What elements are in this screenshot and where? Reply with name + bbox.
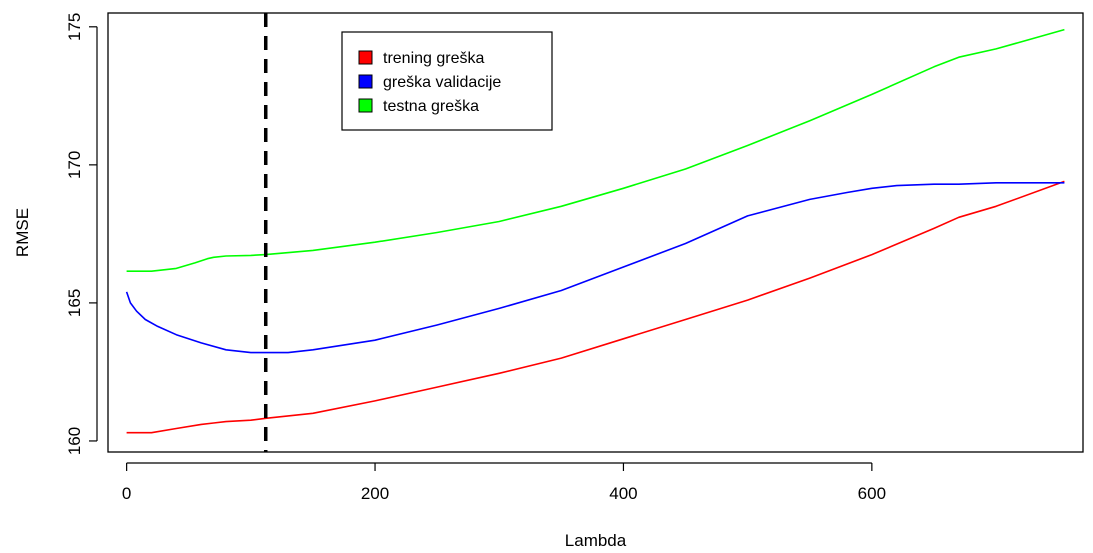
- series-layer: [125, 28, 1065, 434]
- y-tick-label: 165: [65, 289, 84, 317]
- series-line-1: [126, 180, 1065, 434]
- legend-swatch: [358, 98, 373, 113]
- x-tick-label: 600: [858, 484, 886, 503]
- legend-swatch: [358, 74, 373, 89]
- legend-label: trening greška: [383, 50, 484, 67]
- legend-items: trening greška greška validacije testna gr…: [358, 50, 501, 115]
- x-axis-title: Lambda: [565, 531, 627, 550]
- legend-box: [341, 31, 553, 131]
- x-axis: 0 200 400 600: [122, 462, 886, 503]
- x-tick-label: 0: [122, 484, 131, 503]
- legend-swatch: [358, 50, 373, 65]
- legend: trening greška greška validacije testna gr…: [341, 31, 553, 131]
- x-tick-label: 400: [609, 484, 637, 503]
- series-line-3: [126, 28, 1065, 273]
- legend-label: greška validacije: [383, 74, 501, 91]
- x-tick-label: 200: [361, 484, 389, 503]
- y-axis-title: RMSE: [13, 208, 32, 257]
- series-line-2: [125, 182, 1065, 354]
- y-axis: 160 165 170 175: [65, 13, 98, 455]
- plot-frame: [107, 12, 1084, 453]
- y-tick-label: 175: [65, 13, 84, 41]
- legend-label: testna greška: [383, 98, 479, 115]
- y-tick-label: 170: [65, 151, 84, 179]
- y-tick-label: 160: [65, 427, 84, 455]
